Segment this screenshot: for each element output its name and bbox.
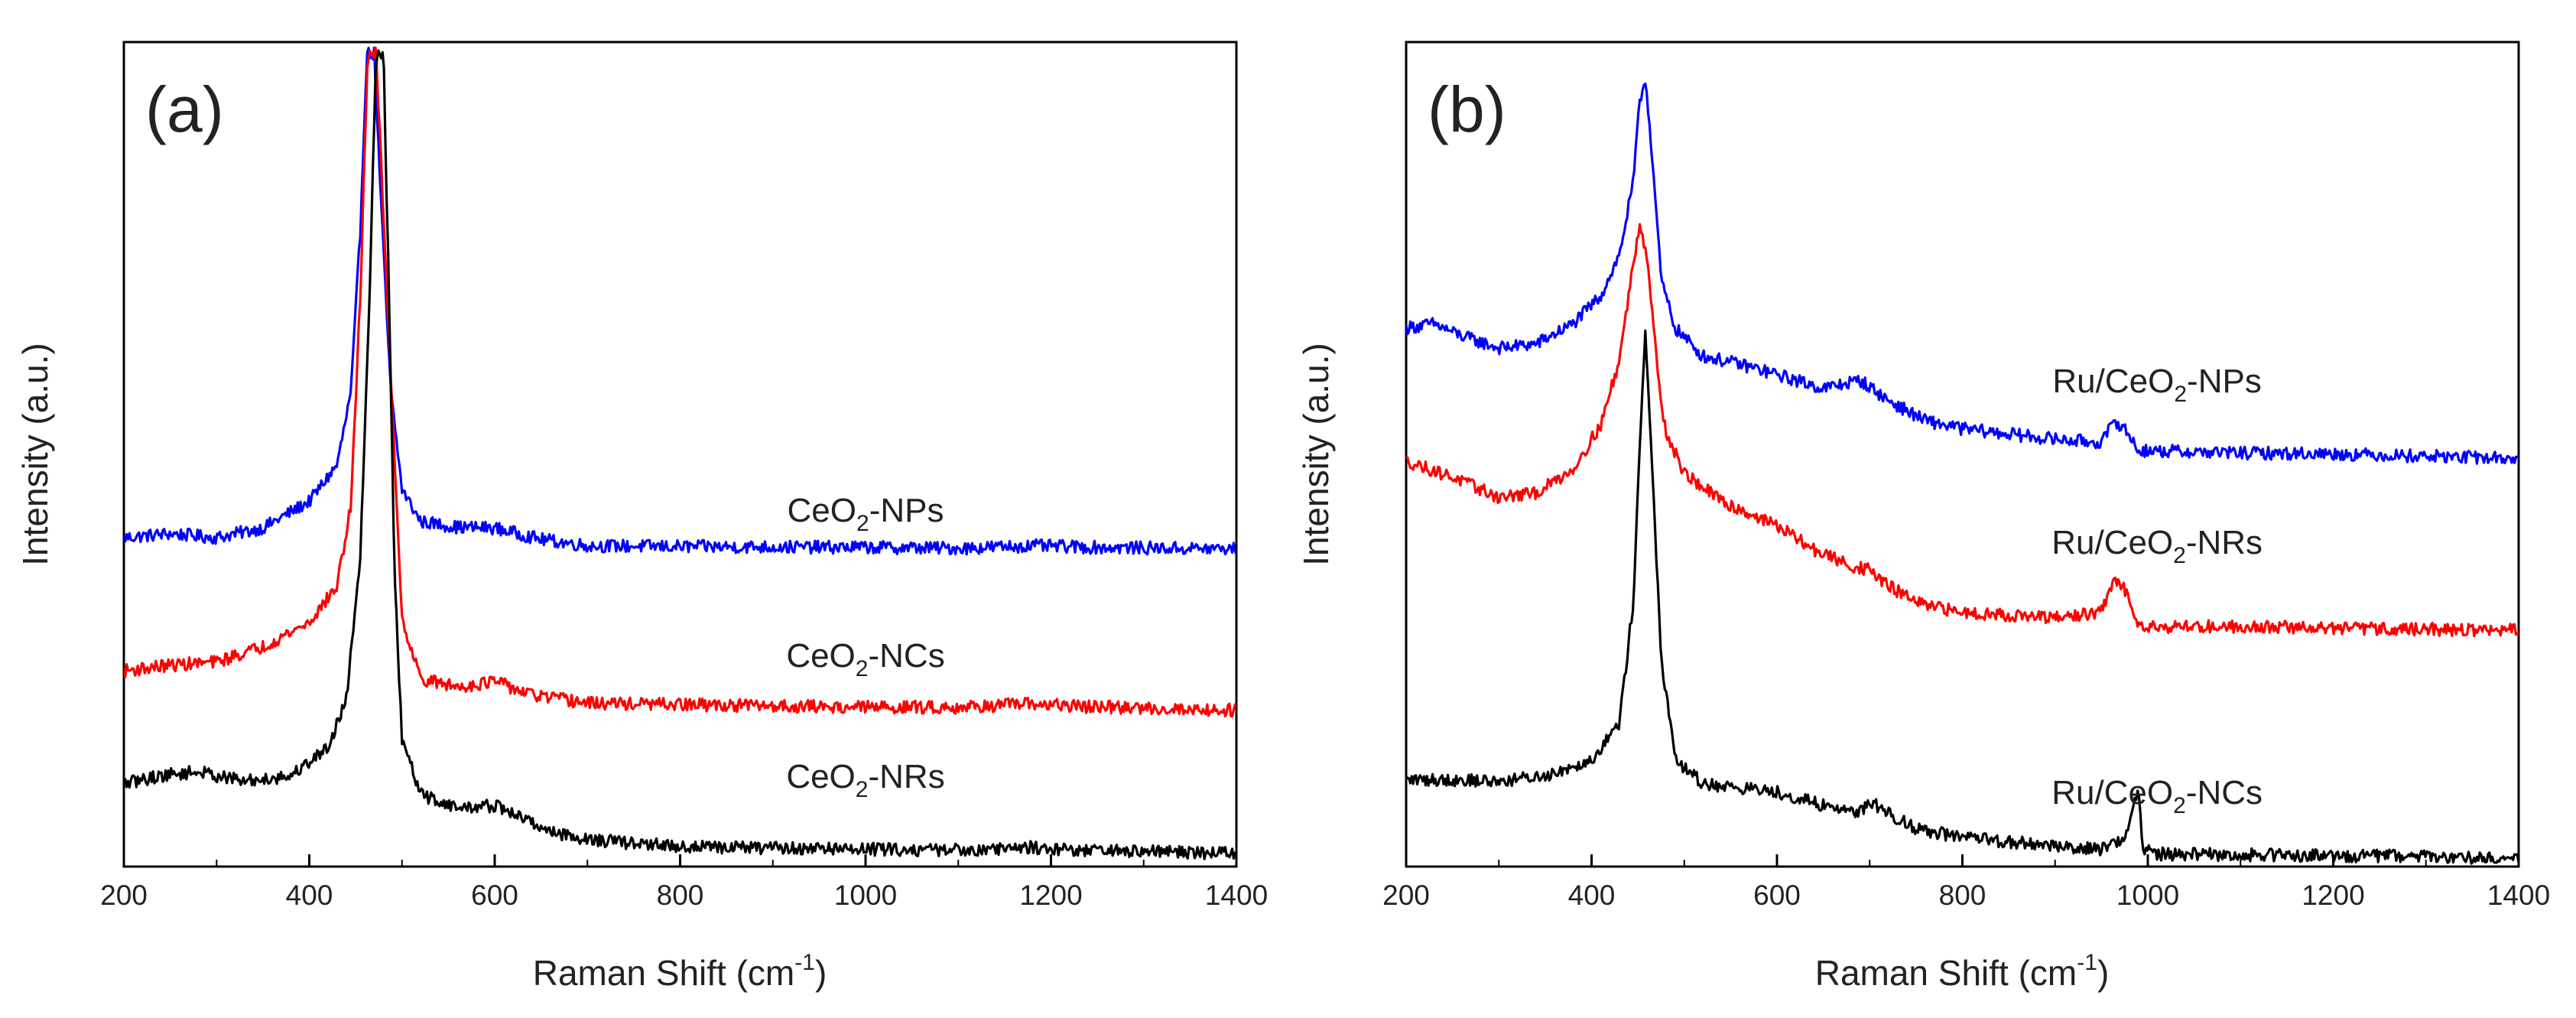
panel-a-series-line-CeO2-NCs — [124, 46, 1236, 718]
panel-b-series-line-Ru/CeO2-NPs — [1406, 82, 2519, 465]
panel-b-x-axis-title-sup: -1 — [2077, 950, 2097, 975]
panel-b-x-tick-label-1000: 1000 — [2116, 880, 2179, 911]
panel-a-x-axis-title-main: Raman Shift (cm — [533, 953, 795, 993]
panel-b: (b) 200 400 600 800 1000 1200 1400 Ru/CeO2-NPs… — [1296, 41, 2550, 993]
panel-a-x-tick-label-1200: 1200 — [1019, 880, 1082, 911]
panel-a-series-label-CeO2-NCs: CeO2-NCs — [786, 637, 944, 681]
panel-b-series-label-Ru/CeO2-NPs: Ru/CeO2-NPs — [2052, 363, 2261, 407]
panel-a-x-tick-label-1400: 1400 — [1205, 880, 1268, 911]
panel-b-x-tick-label-1400: 1400 — [2487, 880, 2550, 911]
panel-b-y-axis-title: Intensity (a.u.) — [1296, 343, 1336, 565]
panel-b-x-tick-label-200: 200 — [1382, 880, 1430, 911]
panel-a-label: (a) — [145, 73, 224, 145]
panel-b-x-tick-label-1200: 1200 — [2302, 880, 2364, 911]
panel-a-x-tick-label-400: 400 — [286, 880, 333, 911]
panel-a-x-tick-label-800: 800 — [657, 880, 704, 911]
panel-b-x-tick-label-600: 600 — [1753, 880, 1801, 911]
panel-a-series-label-CeO2-NPs: CeO2-NPs — [788, 492, 944, 536]
panel-a-x-axis-title-sup: -1 — [794, 950, 815, 975]
panel-a-x-tick-label-1000: 1000 — [834, 880, 897, 911]
panel-a-x-tick-labels: 200 400 600 800 1000 1200 1400 — [100, 880, 1268, 911]
panel-b-x-tick-label-400: 400 — [1568, 880, 1616, 911]
panel-a-plot-frame — [122, 41, 1238, 868]
panel-b-series-labels: Ru/CeO2-NPs Ru/CeO2-NRs Ru/CeO2-NCs — [2051, 363, 2263, 818]
panel-a-y-axis-title: Intensity (a.u.) — [15, 343, 55, 565]
panel-b-x-axis-title: Raman Shift (cm-1) — [1815, 950, 2110, 993]
panel-b-series-line-Ru/CeO2-NCs — [1406, 329, 2519, 865]
panel-a-series-line-CeO2-NPs — [124, 46, 1236, 556]
panel-b-series-label-Ru/CeO2-NRs: Ru/CeO2-NRs — [2051, 524, 2263, 568]
panel-a-series-label-CeO2-NRs: CeO2-NRs — [786, 758, 944, 802]
panel-b-x-tick-label-800: 800 — [1939, 880, 1986, 911]
panel-a-x-tick-label-600: 600 — [471, 880, 518, 911]
panel-a-x-tick-label-200: 200 — [100, 880, 148, 911]
panel-a-series — [124, 46, 1236, 860]
panel-a-series-line-CeO2-NRs — [124, 49, 1236, 860]
panel-b-series-label-Ru/CeO2-NCs: Ru/CeO2-NCs — [2051, 774, 2263, 818]
panel-a-x-axis-title: Raman Shift (cm-1) — [533, 950, 827, 993]
panel-b-x-axis-title-main: Raman Shift (cm — [1815, 953, 2077, 993]
panel-b-x-axis-title-tail: ) — [2097, 953, 2109, 993]
panel-a-series-labels: CeO2-NPs CeO2-NCs CeO2-NRs — [786, 492, 944, 802]
panel-b-label: (b) — [1428, 73, 1506, 145]
panel-b-series-line-Ru/CeO2-NRs — [1406, 223, 2519, 638]
panel-b-x-tick-labels: 200 400 600 800 1000 1200 1400 — [1382, 880, 2550, 911]
panel-a-x-axis-title-tail: ) — [815, 953, 827, 993]
panel-a-x-ticks — [122, 854, 1238, 867]
panel-a: (a) 200 400 600 800 1000 1200 1400 CeO2-NPsCeO… — [15, 41, 1268, 993]
panel-b-series — [1406, 82, 2519, 865]
